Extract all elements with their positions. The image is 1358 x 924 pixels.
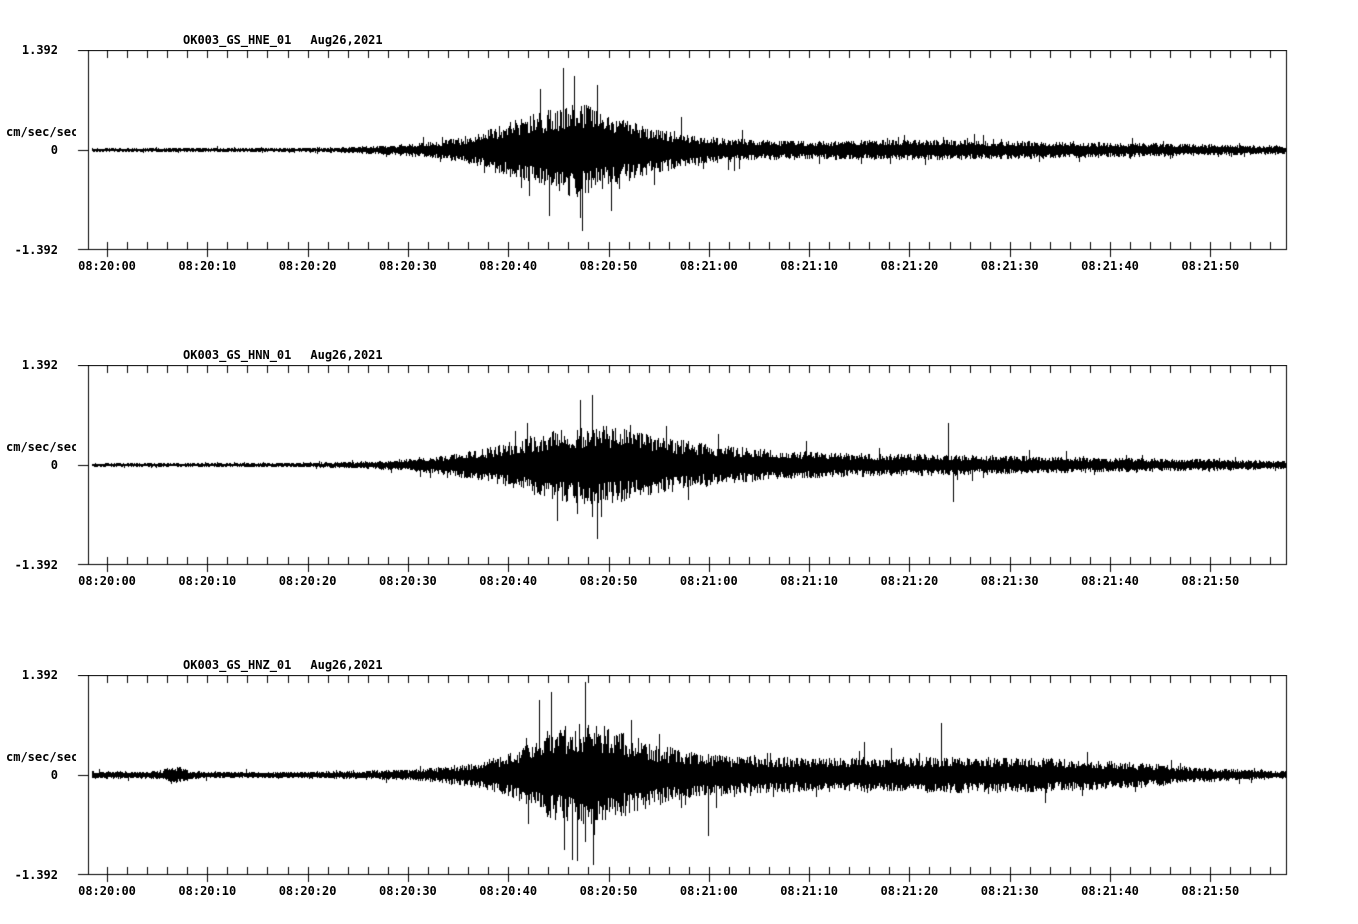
panel-title: OK003_GS_HNN_01 Aug26,2021 xyxy=(183,348,383,362)
x-axis-tick-label: 08:21:30 xyxy=(980,574,1039,588)
y-axis-min-label: -1.392 xyxy=(14,558,58,572)
panel-title-date: Aug26,2021 xyxy=(310,348,383,362)
x-axis-tick-label: 08:20:40 xyxy=(479,884,538,898)
x-axis-tick-label: 08:20:30 xyxy=(378,259,437,273)
panel-title-station: OK003_GS_HNE_01 xyxy=(183,33,292,47)
x-axis-tick-label: 08:20:10 xyxy=(178,259,237,273)
x-axis-tick-label: 08:21:00 xyxy=(679,574,738,588)
x-axis-tick-label: 08:21:50 xyxy=(1181,574,1240,588)
y-axis-unit-label: cm/sec/sec xyxy=(6,750,79,764)
seismogram-trace-canvas-hne xyxy=(76,50,1288,259)
panel-title-station: OK003_GS_HNZ_01 xyxy=(183,658,292,672)
panel-title-date: Aug26,2021 xyxy=(310,33,383,47)
x-axis-tick-label: 08:21:50 xyxy=(1181,884,1240,898)
x-axis-tick-label: 08:20:00 xyxy=(78,884,136,898)
y-axis-min-label: -1.392 xyxy=(14,243,58,257)
x-axis-tick-label: 08:20:10 xyxy=(178,574,237,588)
x-axis-tick-label: 08:21:40 xyxy=(1081,884,1139,898)
x-axis-tick-label: 08:20:20 xyxy=(278,574,337,588)
x-axis-tick-label: 08:20:50 xyxy=(579,574,638,588)
x-axis-tick-label: 08:21:00 xyxy=(679,884,738,898)
seismogram-trace-canvas-hnn xyxy=(76,365,1288,574)
panel-title-date: Aug26,2021 xyxy=(310,658,383,672)
y-axis-unit-label: cm/sec/sec xyxy=(6,440,79,454)
panel-title: OK003_GS_HNZ_01 Aug26,2021 xyxy=(183,658,383,672)
x-axis-tick-label: 08:21:00 xyxy=(679,259,738,273)
x-axis-tick-label: 08:21:20 xyxy=(880,259,939,273)
y-axis-zero-label: 0 xyxy=(50,143,58,157)
y-axis-max-label: 1.392 xyxy=(21,43,58,57)
x-axis-tick-label: 08:20:50 xyxy=(579,884,638,898)
y-axis-min-label: -1.392 xyxy=(14,868,58,882)
x-axis-tick-label: 08:21:40 xyxy=(1081,259,1139,273)
y-axis-unit-label: cm/sec/sec xyxy=(6,125,79,139)
x-axis-tick-label: 08:21:50 xyxy=(1181,259,1240,273)
x-axis-tick-label: 08:20:00 xyxy=(78,259,136,273)
panel-title-station: OK003_GS_HNN_01 xyxy=(183,348,292,362)
x-axis-tick-label: 08:20:40 xyxy=(479,574,538,588)
y-axis-zero-label: 0 xyxy=(50,768,58,782)
x-axis-tick-label: 08:21:10 xyxy=(780,259,838,273)
x-axis-tick-label: 08:21:30 xyxy=(980,259,1039,273)
x-axis-tick-label: 08:20:30 xyxy=(378,574,437,588)
x-axis-tick-label: 08:21:20 xyxy=(880,574,939,588)
y-axis-max-label: 1.392 xyxy=(21,668,58,682)
x-axis-tick-label: 08:20:20 xyxy=(278,884,337,898)
x-axis-tick-label: 08:21:30 xyxy=(980,884,1039,898)
x-axis-tick-label: 08:21:20 xyxy=(880,884,939,898)
x-axis-tick-label: 08:20:30 xyxy=(378,884,437,898)
x-axis-tick-label: 08:20:40 xyxy=(479,259,538,273)
y-axis-zero-label: 0 xyxy=(50,458,58,472)
x-axis-tick-label: 08:20:10 xyxy=(178,884,237,898)
y-axis-max-label: 1.392 xyxy=(21,358,58,372)
x-axis-tick-label: 08:21:10 xyxy=(780,884,838,898)
x-axis-tick-label: 08:20:20 xyxy=(278,259,337,273)
panel-title: OK003_GS_HNE_01 Aug26,2021 xyxy=(183,33,383,47)
seismogram-trace-canvas-hnz xyxy=(76,675,1288,884)
x-axis-tick-label: 08:21:10 xyxy=(780,574,838,588)
x-axis-tick-label: 08:20:50 xyxy=(579,259,638,273)
x-axis-tick-label: 08:20:00 xyxy=(78,574,136,588)
x-axis-tick-label: 08:21:40 xyxy=(1081,574,1139,588)
